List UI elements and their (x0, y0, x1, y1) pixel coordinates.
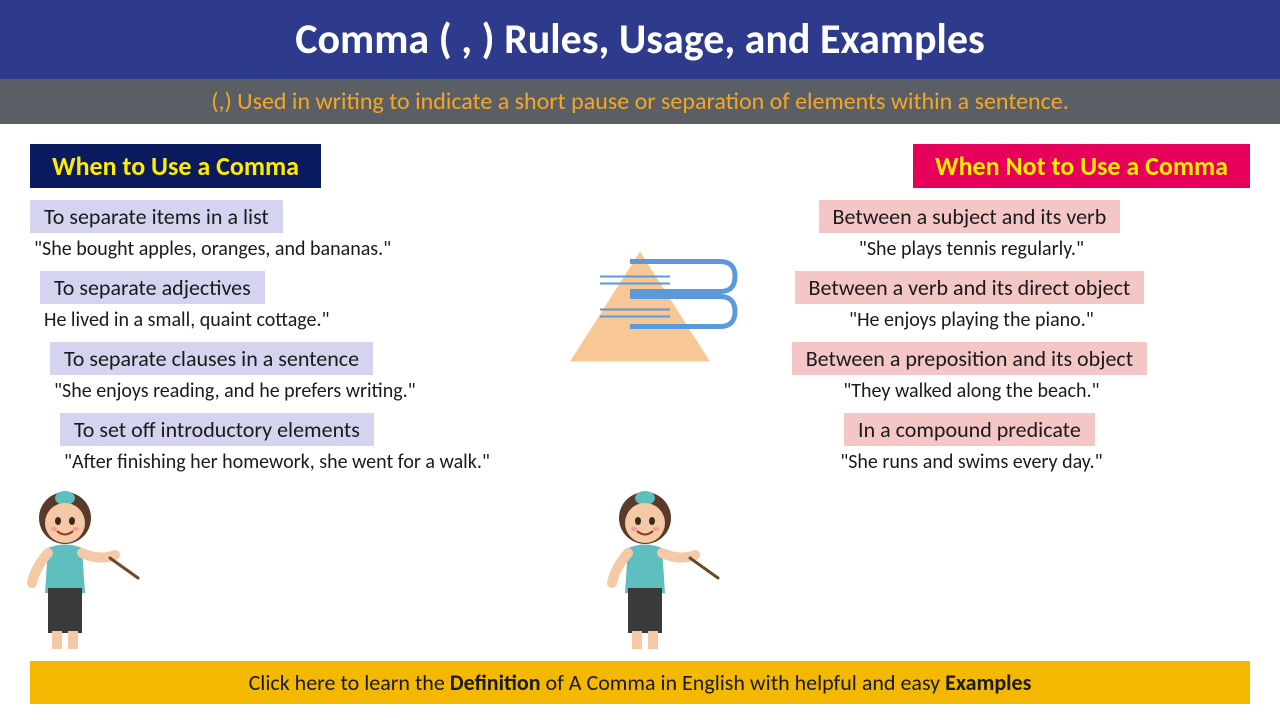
footer-prefix: Click here to learn the (249, 669, 450, 696)
rule-example: "She bought apples, oranges, and bananas… (30, 237, 591, 261)
footer-bar[interactable]: Click here to learn the Definition of A … (30, 661, 1250, 704)
rule-item: Between a verb and its direct object "He … (689, 271, 1250, 332)
rule-label: To separate items in a list (30, 200, 283, 233)
right-column: When Not to Use a Comma Between a subjec… (689, 144, 1250, 484)
rule-item: Between a preposition and its object "The… (689, 342, 1250, 403)
rule-example: He lived in a small, quaint cottage." (40, 308, 591, 332)
subtitle-bar: (,) Used in writing to indicate a short … (0, 79, 1280, 124)
footer-bold2: Examples (945, 669, 1031, 696)
footer-bold1: Definition (450, 669, 541, 696)
rule-example: "She plays tennis regularly." (689, 237, 1250, 261)
rule-label: Between a preposition and its object (792, 342, 1147, 375)
columns-container: When to Use a Comma To separate items in… (0, 124, 1280, 484)
right-items-list: Between a subject and its verb "She plays… (689, 200, 1250, 474)
teacher-left-icon (10, 483, 140, 658)
subtitle-text: (,) Used in writing to indicate a short … (211, 87, 1069, 116)
rule-item: To set off introductory elements "After f… (30, 413, 591, 474)
left-section-header: When to Use a Comma (30, 144, 321, 188)
rule-example: "They walked along the beach." (689, 379, 1250, 403)
rule-item: Between a subject and its verb "She plays… (689, 200, 1250, 261)
right-header-text: When Not to Use a Comma (935, 150, 1228, 182)
rule-item: In a compound predicate "She runs and swi… (689, 413, 1250, 474)
rule-example: "After finishing her homework, she went … (60, 450, 591, 474)
title-bar: Comma ( , ) Rules, Usage, and Examples (0, 0, 1280, 79)
rule-label: To set off introductory elements (60, 413, 374, 446)
rule-example: "He enjoys playing the piano." (689, 308, 1250, 332)
left-column: When to Use a Comma To separate items in… (30, 144, 591, 484)
left-items-list: To separate items in a list "She bought a… (30, 200, 591, 474)
right-section-header: When Not to Use a Comma (913, 144, 1250, 188)
rule-label: Between a verb and its direct object (795, 271, 1145, 304)
rule-label: Between a subject and its verb (819, 200, 1121, 233)
teacher-right-icon (590, 483, 720, 658)
rule-item: To separate clauses in a sentence "She en… (30, 342, 591, 403)
rule-item: To separate items in a list "She bought a… (30, 200, 591, 261)
rule-label: To separate clauses in a sentence (50, 342, 373, 375)
rule-example: "She enjoys reading, and he prefers writ… (50, 379, 591, 403)
rule-label: In a compound predicate (844, 413, 1095, 446)
left-header-text: When to Use a Comma (52, 150, 299, 182)
footer-mid: of A Comma in English with helpful and e… (541, 669, 946, 696)
rule-example: "She runs and swims every day." (689, 450, 1250, 474)
rule-label: To separate adjectives (40, 271, 265, 304)
title-text: Comma ( , ) Rules, Usage, and Examples (295, 14, 985, 65)
rule-item: To separate adjectives He lived in a smal… (30, 271, 591, 332)
